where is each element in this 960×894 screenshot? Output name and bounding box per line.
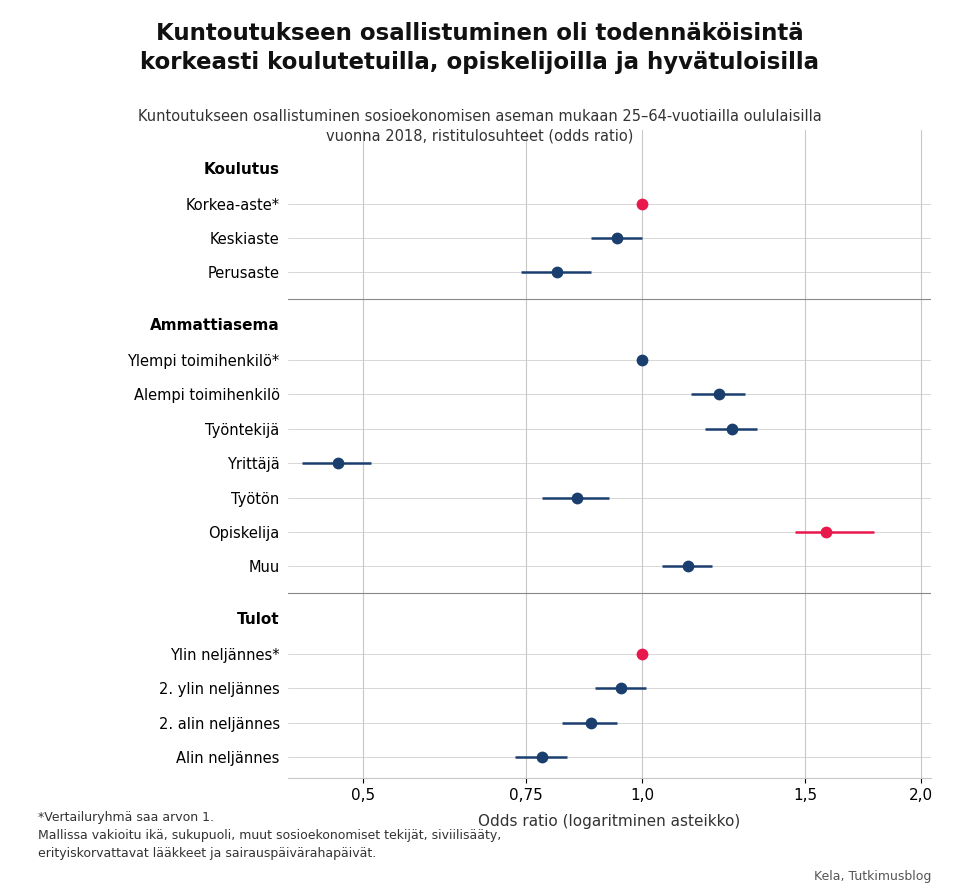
Text: *Vertailuryhmä saa arvon 1.
Mallissa vakioitu ikä, sukupuoli, muut sosioekonomis: *Vertailuryhmä saa arvon 1. Mallissa vak… — [38, 811, 502, 860]
Text: Kuntoutukseen osallistuminen oli todennäköisintä
korkeasti koulutetuilla, opiske: Kuntoutukseen osallistuminen oli todennä… — [140, 22, 820, 73]
Point — [680, 559, 695, 573]
Text: Koulutus: Koulutus — [204, 162, 279, 177]
Text: Ammattiasema: Ammattiasema — [150, 318, 279, 333]
Point — [711, 387, 727, 401]
Point — [635, 647, 650, 662]
X-axis label: Odds ratio (logaritminen asteikko): Odds ratio (logaritminen asteikko) — [478, 814, 741, 829]
Point — [330, 456, 346, 470]
Point — [610, 231, 625, 245]
Text: Tulot: Tulot — [237, 612, 279, 627]
Point — [819, 525, 834, 539]
Point — [635, 197, 650, 211]
Point — [724, 422, 739, 436]
Point — [535, 750, 550, 764]
Text: Kuntoutukseen osallistuminen sosioekonomisen aseman mukaan 25–64-vuotiailla oulu: Kuntoutukseen osallistuminen sosioekonom… — [138, 109, 822, 144]
Point — [583, 715, 598, 730]
Point — [569, 491, 585, 505]
Point — [635, 353, 650, 367]
Point — [613, 681, 629, 696]
Point — [550, 266, 565, 280]
Text: Kela, Tutkimusblog: Kela, Tutkimusblog — [814, 870, 931, 883]
